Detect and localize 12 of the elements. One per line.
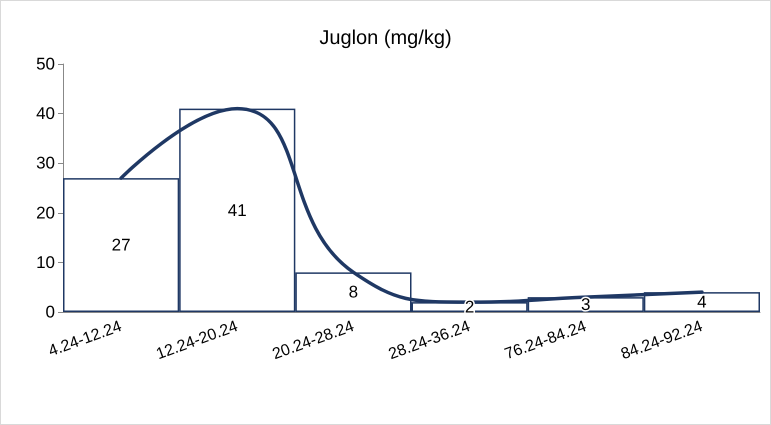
- y-tick-label: 10: [36, 252, 55, 272]
- data-label: 3: [581, 295, 590, 314]
- y-tick-label: 50: [36, 54, 55, 74]
- data-label: 27: [112, 236, 131, 255]
- data-label: 41: [228, 200, 247, 220]
- y-tick-label: 20: [36, 203, 55, 222]
- data-label: 4: [697, 292, 707, 312]
- y-tick-label: 30: [36, 154, 55, 173]
- y-tick-label: 0: [46, 302, 55, 322]
- y-tick-label: 40: [36, 104, 55, 124]
- chart-title: Juglon (mg/kg): [319, 27, 452, 49]
- data-label: 8: [348, 282, 358, 302]
